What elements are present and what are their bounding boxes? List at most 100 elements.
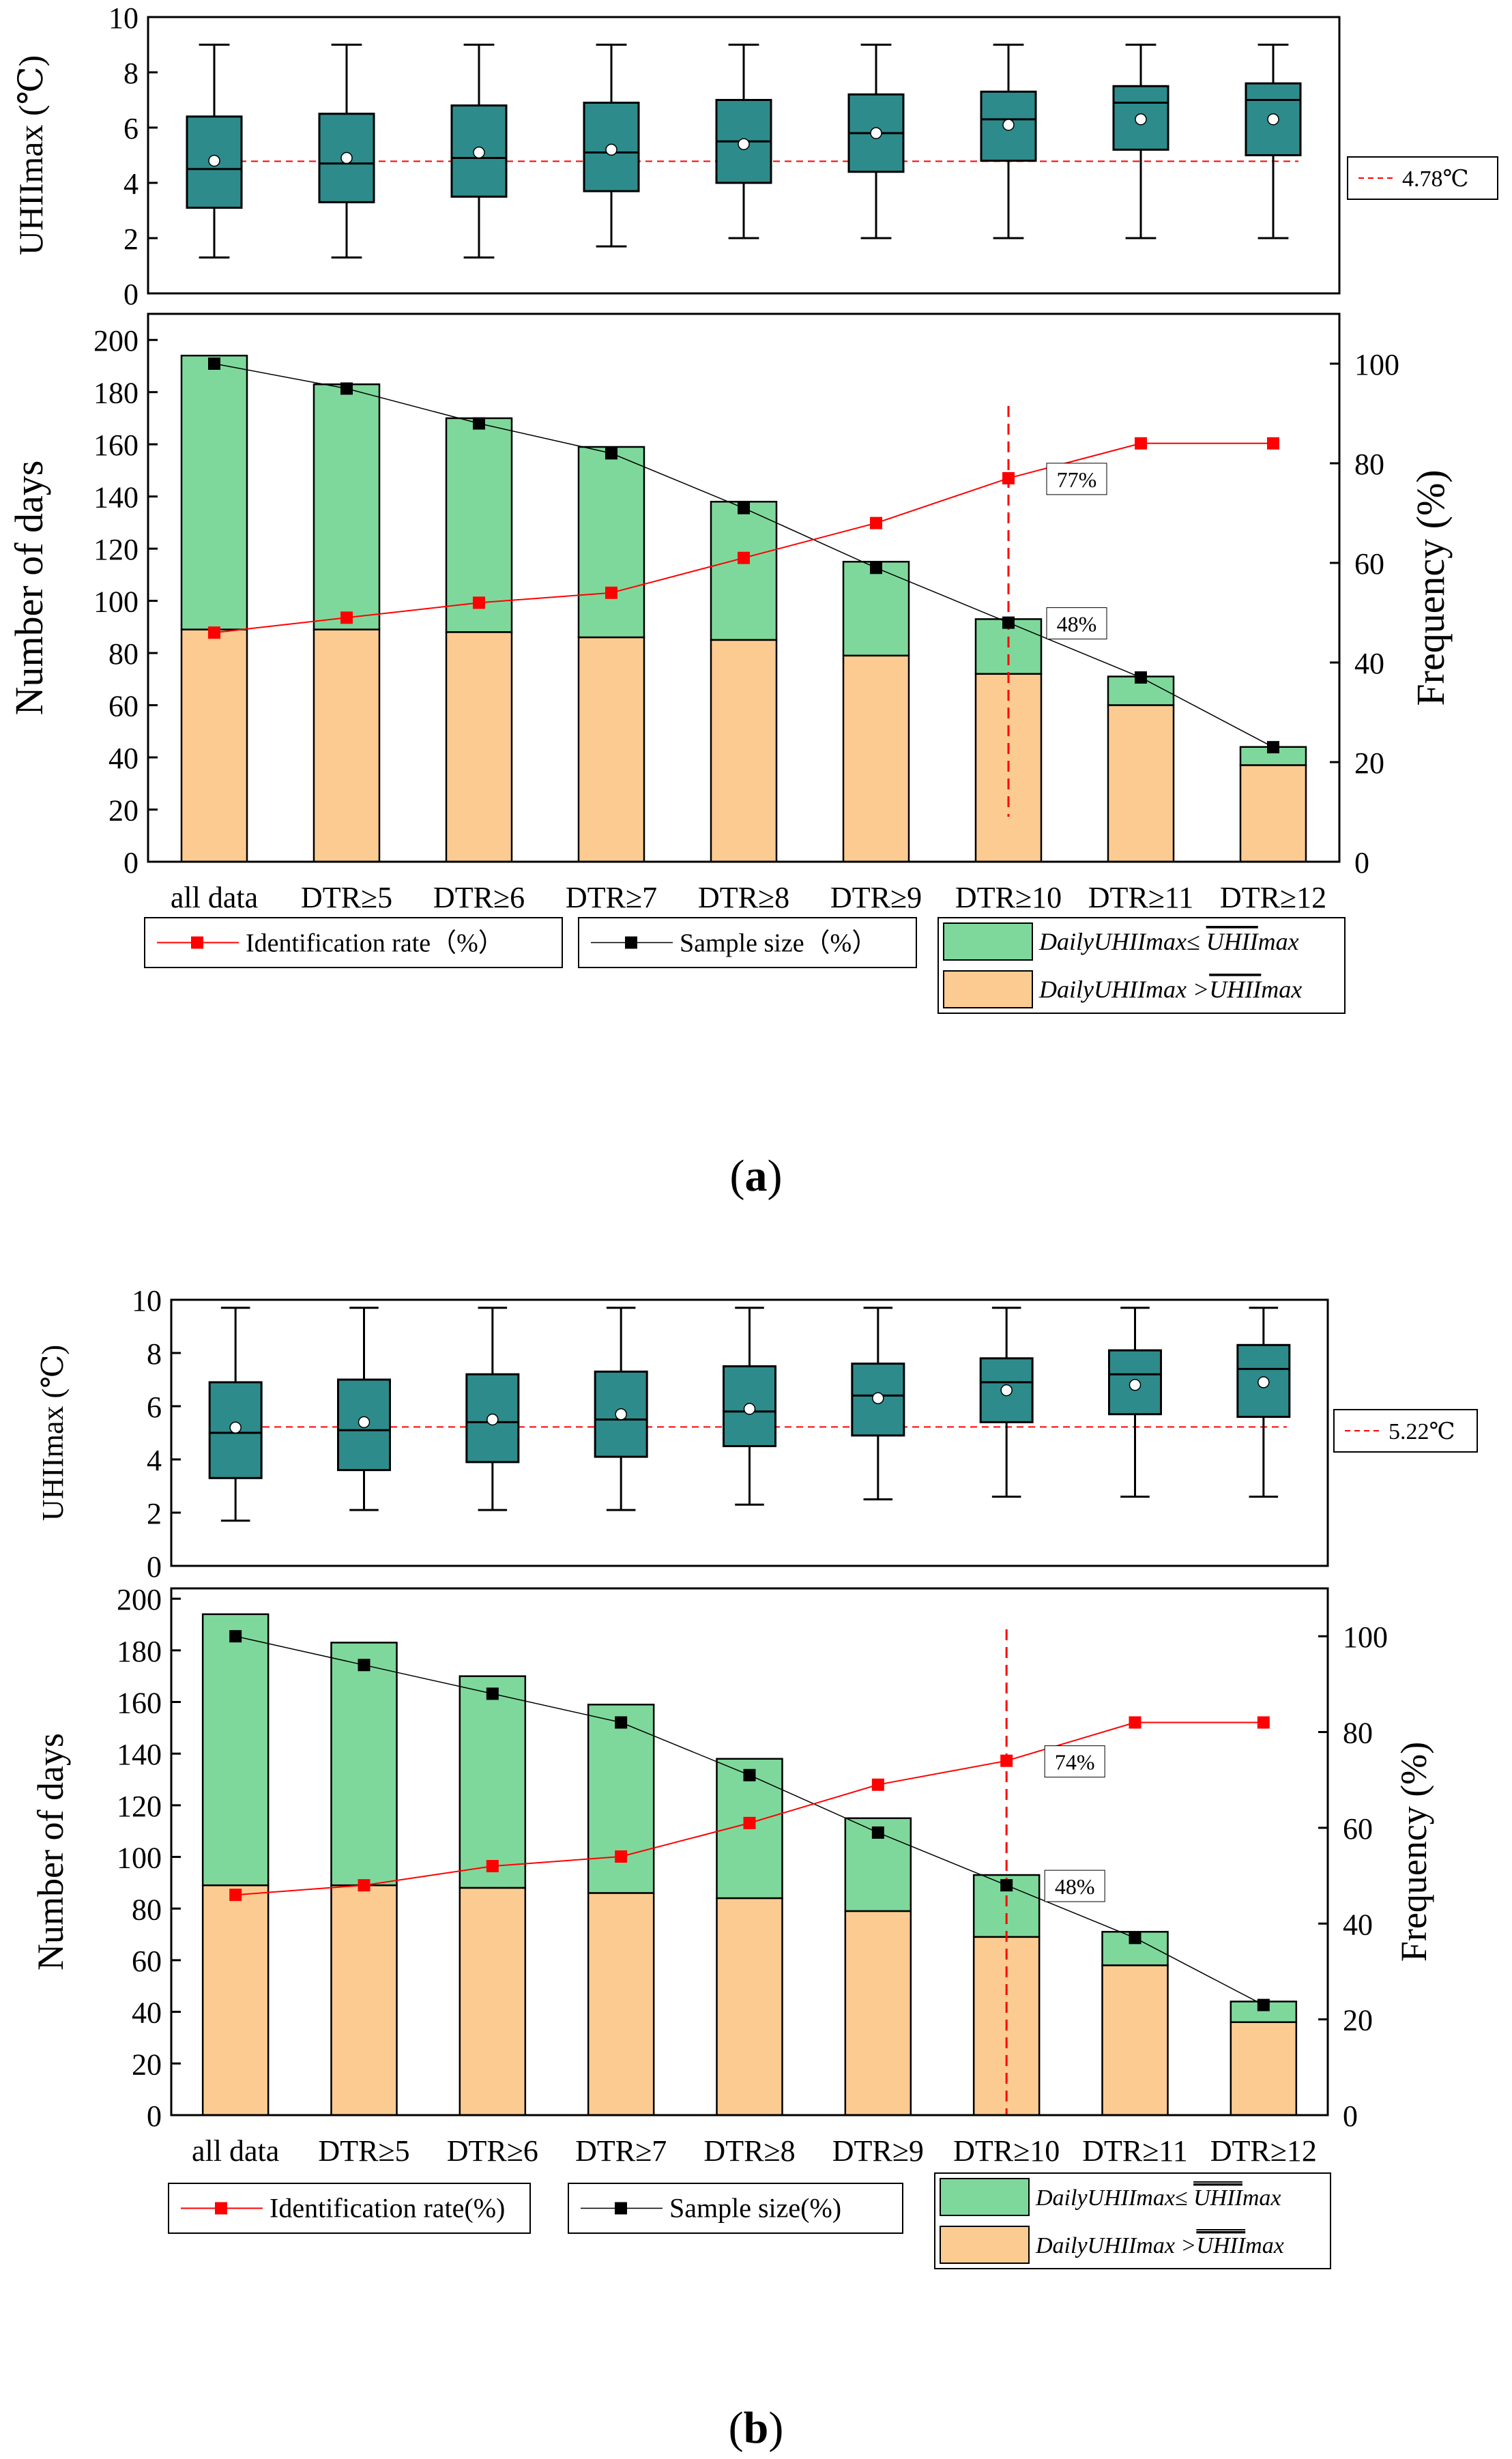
box-y-tick-label: 0 xyxy=(123,278,139,311)
category-tick-label: all data xyxy=(192,2134,279,2168)
panel-a: 0 2 4 6 8 10 UHIImax (℃) 4.78℃ 0 20 40 60 80 100 120 14… xyxy=(7,1,1498,1014)
identification-rate-point xyxy=(743,1816,756,1829)
sample-size-point xyxy=(605,447,617,460)
bar-y2-tick-label: 80 xyxy=(1343,1717,1373,1750)
box xyxy=(450,104,508,198)
reference-legend-label: 4.78℃ xyxy=(1402,166,1469,192)
bar-orange-segment xyxy=(1230,2021,1298,2116)
box-mean-point xyxy=(872,1392,884,1405)
annotation-box xyxy=(1046,463,1107,495)
category-tick-label: DTR≥9 xyxy=(830,881,922,914)
box-y-tick-label: 8 xyxy=(123,57,139,90)
box-plot-frame xyxy=(170,1298,1329,1567)
identification-rate-point xyxy=(605,586,617,599)
sample-size-point xyxy=(743,1769,756,1781)
sample-size-point xyxy=(208,358,220,370)
identification-rate-point xyxy=(738,551,750,564)
sample-size-point xyxy=(1267,741,1279,754)
bar-y-axis-label: Number of days xyxy=(7,461,51,716)
box-mean-point xyxy=(1002,119,1015,131)
bar-y-tick-label: 60 xyxy=(108,690,139,723)
identification-rate-point xyxy=(1257,1716,1270,1729)
annotation-box xyxy=(1046,607,1107,640)
bar-orange-segment xyxy=(1107,704,1175,863)
bar-orange-segment xyxy=(1239,764,1307,863)
sample-size-point xyxy=(1000,1879,1013,1892)
bar-orange-segment xyxy=(710,639,778,863)
identification-rate-point xyxy=(208,626,220,639)
box-mean-point xyxy=(738,138,750,151)
bar-green-segment xyxy=(312,383,381,630)
legend-green-swatch xyxy=(943,922,1033,961)
category-tick-label: DTR≥8 xyxy=(698,881,789,914)
box-y-tick-label: 6 xyxy=(147,1391,162,1424)
legend-id-rate-marker xyxy=(215,2202,227,2215)
identification-rate-point xyxy=(473,596,485,609)
bar-y-tick-label: 80 xyxy=(108,637,139,671)
box-y-tick-label: 2 xyxy=(147,1497,162,1530)
bar-y-tick-label: 80 xyxy=(132,1893,162,1926)
box-mean-point xyxy=(870,127,882,139)
sample-size-point xyxy=(871,1826,884,1839)
sample-size-point xyxy=(738,501,750,514)
sample-size-point xyxy=(473,417,485,430)
category-tick-label: DTR≥6 xyxy=(433,881,525,914)
bar-orange-segment xyxy=(180,628,248,863)
bar-y-axis-label: Number of days xyxy=(30,1733,71,1970)
bar-y2-tick-label: 40 xyxy=(1354,647,1384,680)
panel-b: 0 2 4 6 8 10 UHIImax (℃) 5.22℃ 0 20 40 60 80 100 120 14… xyxy=(30,1284,1478,2269)
bar-y-tick-label: 120 xyxy=(117,1790,162,1823)
bar-y-tick-label: 100 xyxy=(93,585,139,619)
bar-y-tick-label: 40 xyxy=(132,1996,162,2030)
bar-y-tick-label: 200 xyxy=(117,1583,162,1616)
annotation-label: 74% xyxy=(1055,1750,1095,1775)
sample-size-point xyxy=(486,1687,499,1700)
bar-green-segment xyxy=(459,1675,527,1889)
box-mean-point xyxy=(486,1413,499,1426)
bar-y2-tick-label: 0 xyxy=(1354,846,1369,879)
sample-size-point xyxy=(229,1630,242,1643)
bar-green-segment xyxy=(445,417,513,633)
box-y-axis-label: UHIImax (℃) xyxy=(12,55,50,255)
bar-orange-segment xyxy=(459,1887,527,2116)
category-tick-label: DTR≥11 xyxy=(1088,881,1194,914)
caption-b: (b) xyxy=(729,2403,784,2453)
identification-rate-point xyxy=(615,1850,628,1863)
sample-size-point xyxy=(615,1716,628,1729)
legend-orange-label: DailyUHIImax >UHIImax xyxy=(1035,2233,1284,2258)
category-tick-label: all data xyxy=(171,881,258,914)
box-y-tick-label: 8 xyxy=(147,1337,162,1371)
box-mean-point xyxy=(743,1403,756,1415)
box-y-tick-label: 0 xyxy=(147,1550,162,1584)
bar-y-tick-label: 160 xyxy=(93,428,139,462)
bar-y-tick-label: 200 xyxy=(93,324,139,358)
legend-sample-size-marker xyxy=(615,2202,627,2215)
reference-legend-label: 5.22℃ xyxy=(1389,1419,1455,1444)
bar-green-segment xyxy=(710,501,778,641)
identification-rate-point xyxy=(229,1889,242,1902)
category-tick-label: DTR≥5 xyxy=(301,881,392,914)
legend-sample-size-marker xyxy=(625,936,637,949)
legend-id-rate-label: Identification rate（%） xyxy=(246,929,504,958)
legend-green-label: DailyUHIImax≤ UHIImax xyxy=(1038,928,1299,955)
annotation-label: 48% xyxy=(1057,612,1097,637)
annotation-label: 48% xyxy=(1055,1874,1095,1899)
sample-size-point xyxy=(1135,671,1147,684)
bar-green-segment xyxy=(330,1642,398,1887)
bar-y-tick-label: 0 xyxy=(123,846,139,879)
bar-y2-tick-label: 20 xyxy=(1354,746,1384,780)
box-mean-point xyxy=(340,151,353,164)
box-mean-point xyxy=(1257,1376,1270,1388)
bar-y-tick-label: 100 xyxy=(117,1842,162,1875)
annotation-label: 77% xyxy=(1057,467,1097,492)
identification-rate-point xyxy=(486,1860,499,1873)
box-y-axis-label: UHIImax (℃) xyxy=(36,1345,70,1521)
category-tick-label: DTR≥12 xyxy=(1210,2134,1317,2168)
legend-green-swatch xyxy=(940,2178,1030,2216)
category-tick-label: DTR≥7 xyxy=(575,2134,667,2168)
bar-y-tick-label: 140 xyxy=(93,481,139,514)
sample-size-point xyxy=(870,562,882,574)
identification-rate-point xyxy=(358,1879,370,1892)
legend-sample-size-label: Sample size（%） xyxy=(680,929,877,958)
